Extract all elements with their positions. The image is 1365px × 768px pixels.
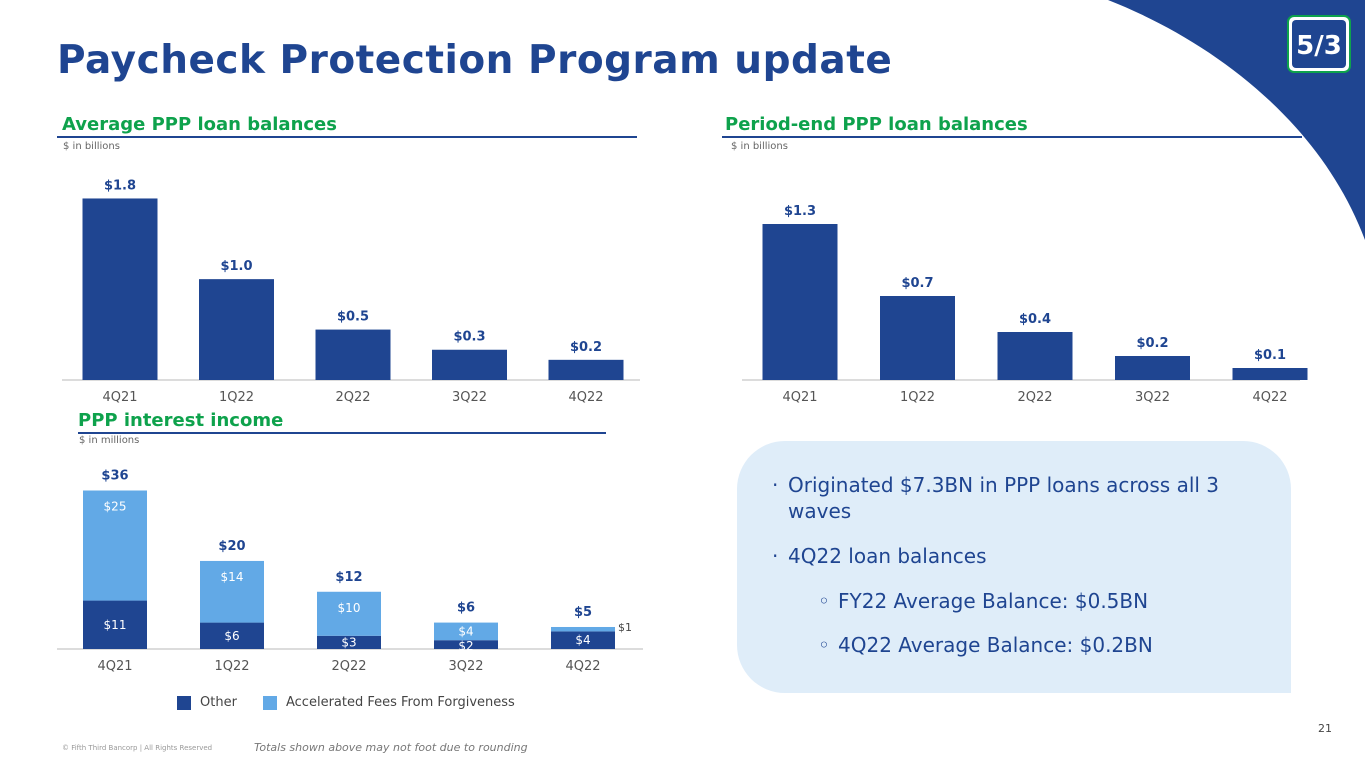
income-total-label: $6 — [457, 601, 475, 616]
legend-swatch-fees — [263, 695, 277, 710]
income-bar-other — [200, 622, 264, 649]
income-label-other: $4 — [575, 633, 590, 647]
sub-bullet-text: FY22 Average Balance: $0.5BN — [838, 589, 1149, 613]
income-label-fees: $10 — [338, 601, 361, 615]
period-end-tick-label: 1Q22 — [900, 390, 935, 405]
income-label-fees: $4 — [458, 624, 473, 638]
income-label-fees: $1 — [618, 621, 632, 634]
income-label-fees: $14 — [221, 570, 244, 584]
income-bar-fees — [200, 560, 264, 623]
period-end-bar — [1232, 368, 1308, 380]
income-bar-other — [434, 640, 498, 649]
avg-tick-label: 4Q21 — [102, 390, 137, 405]
period-end-units: $ in billions — [731, 141, 788, 152]
period-end-bar — [1115, 356, 1190, 380]
rounding-note: Totals shown above may not foot due to r… — [254, 741, 528, 754]
sub-bullet-marker: ◦ — [818, 589, 830, 613]
callout-bullet-1: · Originated $7.3BN in PPP loans across … — [772, 472, 1272, 524]
income-bar-other — [551, 631, 615, 649]
period-end-rule — [722, 136, 1302, 138]
legend-fees: Accelerated Fees From Forgiveness — [263, 695, 515, 710]
avg-bar — [82, 198, 158, 380]
income-total-label: $12 — [335, 570, 362, 585]
avg-balances-units: $ in billions — [63, 141, 120, 152]
bullet-text: 4Q22 loan balances — [788, 544, 987, 568]
fifth-third-logo: 5/3 — [1287, 15, 1351, 73]
bullet-marker: · — [772, 544, 779, 568]
legend-label-other: Other — [200, 695, 237, 710]
income-bar-other — [83, 600, 147, 649]
income-total-label: $5 — [574, 605, 592, 620]
income-bar-fees — [551, 626, 615, 632]
callout-sub-bullet-2: ◦ 4Q22 Average Balance: $0.2BN — [818, 632, 1258, 658]
avg-value-label: $1.8 — [104, 178, 136, 193]
bullet-text: Originated $7.3BN in PPP loans across al… — [788, 473, 1220, 523]
income-total-label: $36 — [101, 469, 128, 484]
avg-tick-label: 1Q22 — [219, 390, 254, 405]
callout-sub-bullet-1: ◦ FY22 Average Balance: $0.5BN — [818, 588, 1258, 614]
avg-bar — [199, 279, 274, 380]
income-bar-fees — [317, 591, 381, 636]
income-bar-fees — [434, 622, 498, 641]
sub-bullet-text: 4Q22 Average Balance: $0.2BN — [838, 633, 1153, 657]
avg-balances-title: Average PPP loan balances — [62, 114, 337, 135]
avg-value-label: $0.3 — [453, 330, 485, 345]
avg-tick-label: 2Q22 — [335, 390, 370, 405]
period-end-value-label: $1.3 — [784, 204, 816, 219]
page-title: Paycheck Protection Program update — [57, 38, 893, 83]
income-tick-label: 2Q22 — [331, 659, 366, 674]
period-end-bar — [997, 332, 1073, 380]
bullet-marker: · — [772, 473, 779, 497]
callout-bullet-2: · 4Q22 loan balances — [772, 543, 1272, 569]
income-bar-fees — [83, 490, 147, 601]
income-tick-label: 4Q21 — [97, 659, 132, 674]
period-end-value-label: $0.1 — [1254, 348, 1286, 363]
copyright: © Fifth Third Bancorp | All Rights Reser… — [62, 744, 213, 752]
period-end-value-label: $0.7 — [901, 276, 933, 291]
income-bar-other — [317, 635, 381, 649]
period-end-value-label: $0.2 — [1136, 336, 1168, 351]
period-end-tick-label: 4Q22 — [1252, 390, 1287, 405]
avg-balances-rule — [57, 136, 637, 138]
avg-bar — [315, 329, 391, 380]
avg-value-label: $0.2 — [570, 340, 602, 355]
income-label-other: $2 — [458, 639, 473, 653]
income-tick-label: 4Q22 — [565, 659, 600, 674]
legend-swatch-other — [177, 695, 191, 710]
period-end-bar — [880, 296, 955, 380]
legend-label-fees: Accelerated Fees From Forgiveness — [286, 695, 515, 710]
avg-bar — [548, 359, 624, 380]
income-label-other: $3 — [341, 635, 356, 649]
avg-value-label: $0.5 — [337, 310, 369, 325]
period-end-tick-label: 2Q22 — [1017, 390, 1052, 405]
avg-tick-label: 3Q22 — [452, 390, 487, 405]
income-tick-label: 3Q22 — [448, 659, 483, 674]
period-end-title: Period-end PPP loan balances — [725, 114, 1028, 135]
income-label-other: $6 — [224, 629, 239, 643]
period-end-bar — [762, 224, 838, 380]
logo-text: 5/3 — [1296, 31, 1342, 61]
period-end-tick-label: 3Q22 — [1135, 390, 1170, 405]
avg-value-label: $1.0 — [220, 259, 252, 274]
income-rule — [78, 432, 606, 434]
period-end-tick-label: 4Q21 — [782, 390, 817, 405]
avg-tick-label: 4Q22 — [568, 390, 603, 405]
callout-box — [737, 441, 1291, 693]
period-end-value-label: $0.4 — [1019, 312, 1051, 327]
avg-bar — [432, 349, 507, 380]
legend-other: Other — [177, 695, 237, 710]
income-total-label: $20 — [218, 539, 245, 554]
income-units: $ in millions — [79, 435, 140, 446]
sub-bullet-marker: ◦ — [818, 633, 830, 657]
income-tick-label: 1Q22 — [214, 659, 249, 674]
income-label-other: $11 — [104, 618, 127, 632]
page-number: 21 — [1318, 722, 1332, 735]
income-title: PPP interest income — [78, 410, 284, 431]
income-label-fees: $25 — [104, 500, 127, 514]
